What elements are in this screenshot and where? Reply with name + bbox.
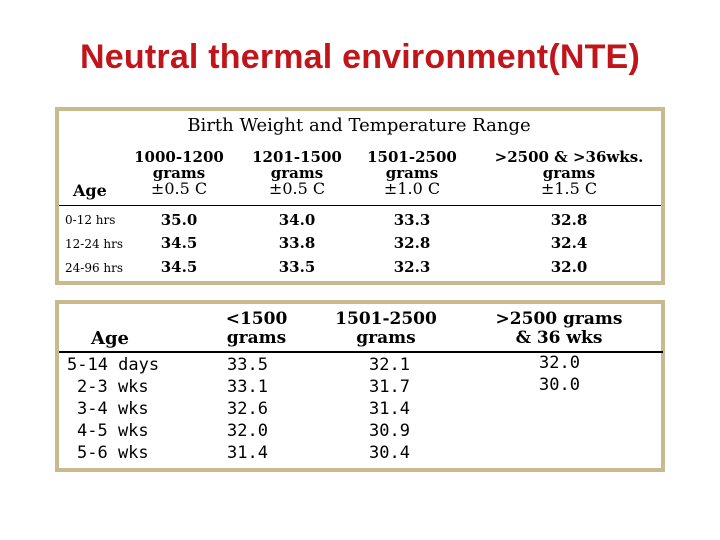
column-header-line: grams xyxy=(152,164,206,182)
column-header-line: 1201-1500 xyxy=(252,148,342,166)
table-cell: 33.3 xyxy=(393,211,431,229)
column-header-line: ±0.5 C xyxy=(268,179,326,198)
column-header-line: 1000-1200 xyxy=(134,148,224,166)
row-age: 24-96 hrs xyxy=(65,261,124,275)
table-cell: 30.4 xyxy=(369,443,410,463)
column-header-line: >2500 grams xyxy=(495,309,623,329)
table-cell: 34.5 xyxy=(160,234,198,252)
column-header-over-2500: >2500 & >36wks. grams ±1.5 C xyxy=(479,149,659,197)
column-header-line: grams xyxy=(385,164,439,182)
table-cell: 32.1 xyxy=(369,355,410,375)
table-cell: 31.4 xyxy=(227,443,268,463)
column-header-line: ±1.0 C xyxy=(383,179,441,198)
age-column-header: Age xyxy=(91,328,130,349)
table-cell: 32.3 xyxy=(393,258,431,276)
header-divider xyxy=(59,205,661,206)
column-header-1000-1200: 1000-1200 grams ±0.5 C xyxy=(129,149,229,197)
column-header-line: ±0.5 C xyxy=(150,179,208,198)
column-header-line: grams xyxy=(542,164,596,182)
column-header-line: >2500 & >36wks. xyxy=(494,148,644,166)
table-cell: 32.0 xyxy=(227,421,268,441)
table-cell: 34.0 xyxy=(278,211,316,229)
table-cell: 32.8 xyxy=(393,234,431,252)
age-column-header: Age xyxy=(73,181,107,200)
column-header-1501-2500: 1501-2500 grams ±1.0 C xyxy=(362,149,462,197)
column-header-over-2500: >2500 grams & 36 wks xyxy=(469,310,649,348)
table-cell: 30.9 xyxy=(369,421,410,441)
column-header-line: grams xyxy=(226,328,287,348)
table-cell: 33.5 xyxy=(227,355,268,375)
table-caption: Birth Weight and Temperature Range xyxy=(187,115,531,136)
row-age: 3-4 wks xyxy=(77,399,149,419)
table-cell: 32.6 xyxy=(227,399,268,419)
table-cell: 33.1 xyxy=(227,377,268,397)
row-age: 12-24 hrs xyxy=(65,237,124,251)
row-age: 5-6 wks xyxy=(77,443,149,463)
row-age: 4-5 wks xyxy=(77,421,149,441)
table-cell: 31.7 xyxy=(369,377,410,397)
column-header-line: <1500 xyxy=(225,309,288,329)
table-cell: 31.4 xyxy=(369,399,410,419)
birth-weight-temperature-table: Birth Weight and Temperature Range 1000-… xyxy=(55,107,665,285)
table-cell: 32.4 xyxy=(550,234,588,252)
page-title: Neutral thermal environment(NTE) xyxy=(80,38,640,76)
column-header-under-1500: <1500 grams xyxy=(199,310,314,348)
table-cell: 33.5 xyxy=(278,258,316,276)
table-cell: 32.0 xyxy=(539,353,580,373)
column-header-line: 1501-2500 xyxy=(367,148,457,166)
row-age: 2-3 wks xyxy=(77,377,149,397)
age-weeks-temperature-table: <1500 grams 1501-2500 grams >2500 grams … xyxy=(55,300,665,472)
table-cell: 30.0 xyxy=(539,375,580,395)
column-header-line: 1501-2500 xyxy=(335,309,437,329)
column-header-line: & 36 wks xyxy=(515,328,603,348)
row-age: 0-12 hrs xyxy=(65,213,116,227)
table-cell: 32.0 xyxy=(550,258,588,276)
table-cell: 33.8 xyxy=(278,234,316,252)
table-cell: 34.5 xyxy=(160,258,198,276)
table-cell: 32.8 xyxy=(550,211,588,229)
table-cell: 35.0 xyxy=(160,211,198,229)
header-divider xyxy=(59,351,663,353)
column-header-line: grams xyxy=(270,164,324,182)
column-header-1201-1500: 1201-1500 grams ±0.5 C xyxy=(247,149,347,197)
column-header-line: grams xyxy=(356,328,416,348)
column-header-1501-2500: 1501-2500 grams xyxy=(321,310,451,348)
column-header-line: ±1.5 C xyxy=(540,179,598,198)
row-age: 5-14 days xyxy=(67,355,160,375)
